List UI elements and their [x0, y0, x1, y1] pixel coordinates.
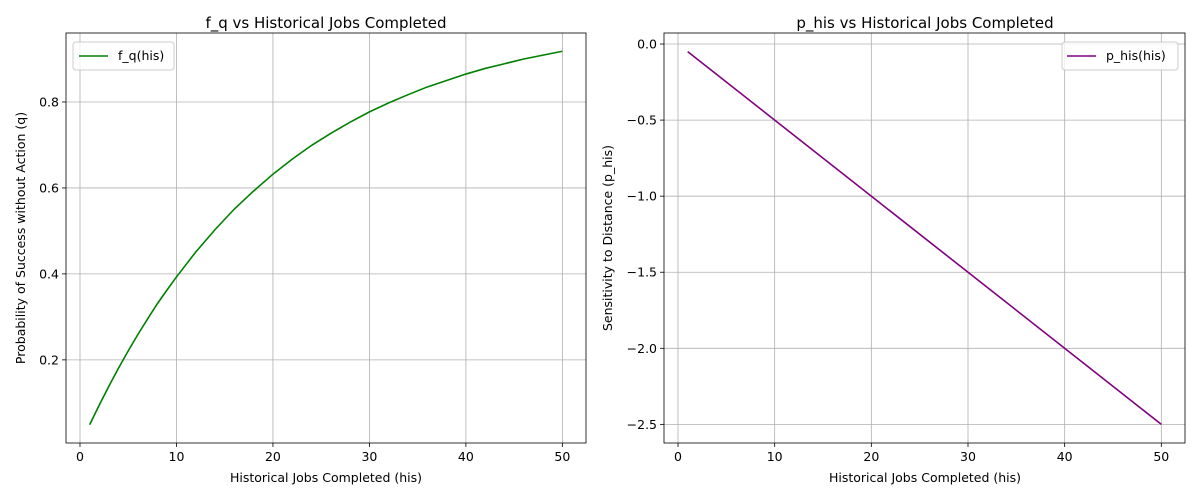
axes-frame-right	[663, 32, 1186, 444]
legend-box-right	[1061, 41, 1179, 71]
x-tick-label: 40	[458, 449, 474, 464]
y-axis-label-left: Probability of Success without Action (q…	[13, 112, 28, 364]
x-tick-label: 50	[554, 449, 570, 464]
chart-title-right: p_his vs Historical Jobs Completed	[796, 14, 1053, 33]
x-axis-label-right: Historical Jobs Completed (his)	[829, 470, 1021, 485]
legend-label-f-q: f_q(his)	[118, 48, 164, 63]
y-tick-label: −1.0	[627, 189, 657, 204]
series-line-f-q	[88, 50, 563, 426]
chart-right: 0 10 20 30 40 50 0.0 −0.5 −1.0 −1.5 −2.0 −2.5 p_his…	[600, 14, 1186, 485]
x-tick-label: 40	[1057, 449, 1073, 464]
y-tick-label: 0.0	[637, 37, 657, 52]
y-tick-label: −1.5	[627, 265, 657, 280]
legend-box-left	[72, 41, 175, 71]
ticks-left: 0 10 20 30 40 50 0.2 0.4 0.6 0.8	[39, 94, 570, 464]
legend-right: p_his(his)	[1061, 41, 1179, 71]
axes-frame-left	[65, 32, 587, 444]
x-tick-label: 20	[265, 449, 281, 464]
y-axis-label-right: Sensitivity to Distance (p_his)	[600, 145, 615, 331]
legend-left: f_q(his)	[72, 41, 175, 71]
x-tick-label: 10	[169, 449, 185, 464]
y-tick-label: 0.8	[39, 94, 59, 109]
y-tick-label: −2.0	[627, 341, 657, 356]
x-tick-label: 0	[674, 449, 682, 464]
grid-left	[66, 33, 586, 443]
legend-label-p-his: p_his(his)	[1106, 48, 1166, 63]
x-tick-label: 30	[960, 449, 976, 464]
y-tick-label: 0.4	[39, 266, 59, 281]
chart-title-left: f_q vs Historical Jobs Completed	[205, 14, 446, 33]
ticks-right: 0 10 20 30 40 50 0.0 −0.5 −1.0 −1.5 −2.0 −2.5	[627, 37, 1170, 464]
x-tick-label: 10	[767, 449, 783, 464]
series-line-p-his	[687, 51, 1162, 425]
x-axis-label-left: Historical Jobs Completed (his)	[230, 470, 422, 485]
y-tick-label: 0.6	[39, 180, 59, 195]
x-tick-label: 30	[361, 449, 377, 464]
grid-right	[664, 33, 1185, 443]
x-tick-label: 0	[76, 449, 84, 464]
y-tick-label: −2.5	[627, 417, 657, 432]
y-tick-label: −0.5	[627, 113, 657, 128]
y-tick-label: 0.2	[39, 352, 59, 367]
x-tick-label: 50	[1153, 449, 1169, 464]
x-tick-label: 20	[863, 449, 879, 464]
chart-left: 0 10 20 30 40 50 0.2 0.4 0.6 0.8 f_q vs Historica…	[13, 14, 587, 485]
